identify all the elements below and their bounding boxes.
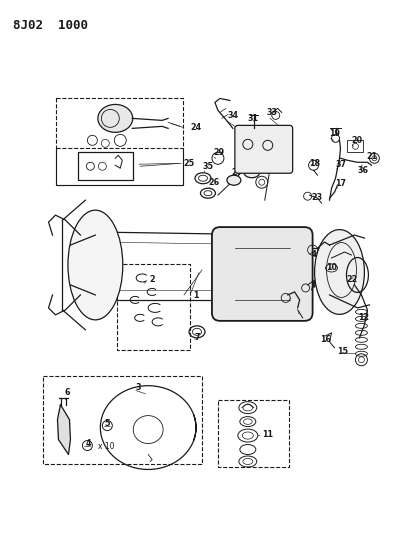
Text: 17: 17 [335,179,346,188]
Ellipse shape [68,210,123,320]
Text: 33: 33 [266,108,277,117]
Text: 28: 28 [236,154,247,163]
Text: 7: 7 [194,333,200,342]
Text: 6: 6 [65,388,70,397]
Text: 19: 19 [329,129,340,138]
Ellipse shape [98,104,133,132]
Text: 5: 5 [104,419,110,428]
Text: 12: 12 [358,313,369,322]
Ellipse shape [244,167,260,177]
Text: 9: 9 [297,310,303,319]
Text: 2: 2 [149,276,155,285]
Text: 18: 18 [309,159,320,168]
Text: x 10: x 10 [98,442,115,451]
FancyBboxPatch shape [235,125,293,173]
Text: 8: 8 [290,295,295,304]
Polygon shape [58,405,70,455]
Bar [56,148,183,185]
Text: 15: 15 [337,348,348,356]
Text: 3: 3 [135,383,141,392]
Text: 16: 16 [320,335,331,344]
Ellipse shape [314,230,364,314]
Text: 14: 14 [306,249,317,259]
Text: 24: 24 [191,123,202,132]
Text: 30: 30 [253,164,264,173]
Text: 35: 35 [202,161,214,171]
Text: 23: 23 [311,193,322,201]
Text: 11: 11 [262,430,273,439]
Text: 25: 25 [183,159,195,168]
Text: 26: 26 [208,177,220,187]
Bar [79,152,133,180]
Text: 1: 1 [193,292,199,301]
Bar [347,140,363,152]
Text: 22: 22 [347,276,358,285]
Ellipse shape [227,175,241,185]
Bar [218,400,289,467]
Text: 4: 4 [86,439,91,448]
Bar [117,264,190,350]
Text: 8J02  1000: 8J02 1000 [13,19,88,31]
Bar [42,376,202,464]
Text: 29: 29 [213,148,224,157]
Bar [56,99,183,185]
Text: 13: 13 [305,281,316,290]
Text: 31: 31 [247,114,258,123]
Text: 21: 21 [367,152,378,161]
Text: 37: 37 [335,160,346,169]
Text: 27: 27 [231,168,243,177]
Text: 36: 36 [358,166,369,175]
Text: 32: 32 [258,128,269,137]
Text: 20: 20 [351,136,362,145]
Text: 34: 34 [227,111,238,120]
FancyBboxPatch shape [212,227,312,321]
Text: 10: 10 [326,263,337,272]
